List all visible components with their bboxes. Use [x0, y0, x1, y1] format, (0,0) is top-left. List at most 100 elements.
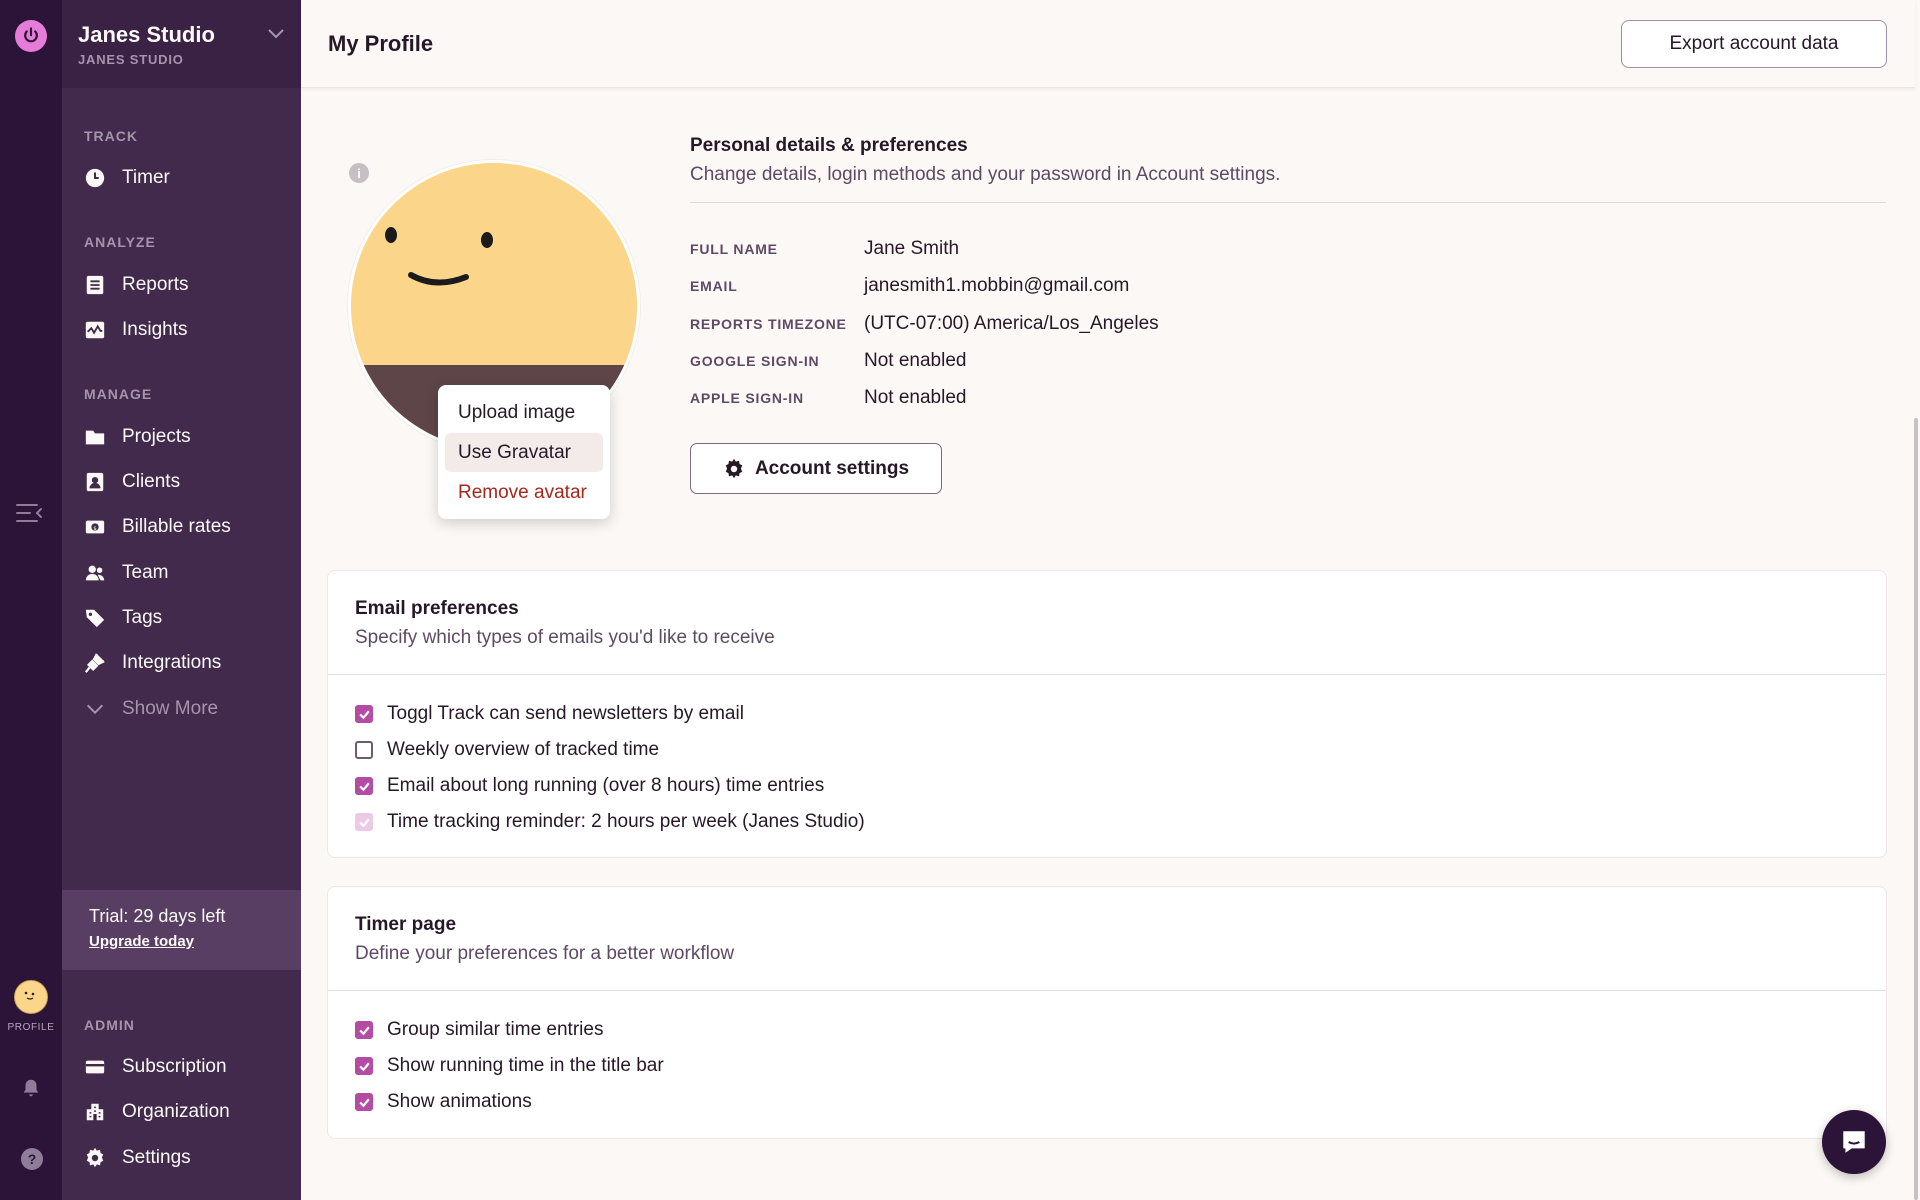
checkbox-label: Show running time in the title bar [387, 1055, 664, 1076]
checkbox [355, 813, 373, 831]
workspace-switcher[interactable]: Janes Studio JANES STUDIO [62, 0, 301, 88]
full-name-value: Jane Smith [864, 238, 960, 259]
sidebar-item-timer[interactable]: Timer [84, 163, 170, 193]
checkbox[interactable] [355, 741, 373, 759]
divider [328, 674, 1886, 675]
checkbox-animations[interactable]: Show animations [355, 1089, 532, 1115]
checkbox[interactable] [355, 1057, 373, 1075]
scrollbar[interactable] [1914, 418, 1918, 1200]
upload-image-option[interactable]: Upload image [458, 401, 576, 423]
checkbox[interactable] [355, 1093, 373, 1111]
account-settings-button[interactable]: Account settings [690, 443, 942, 494]
bell-icon[interactable] [20, 1076, 42, 1100]
team-icon [85, 565, 105, 581]
section-label-manage: MANAGE [84, 386, 153, 402]
apple-signin-label: APPLE SIGN-IN [690, 390, 804, 406]
timer-page-title: Timer page [355, 914, 457, 935]
checkbox-label: Email about long running (over 8 hours) … [387, 775, 825, 796]
google-signin-value: Not enabled [864, 350, 967, 371]
page-title: My Profile [328, 31, 434, 56]
help-icon[interactable]: ? [21, 1148, 43, 1170]
card-icon [85, 1060, 105, 1074]
sidebar-item-team[interactable]: Team [84, 558, 168, 588]
account-settings-label: Account settings [754, 457, 910, 479]
sidebar-item-clients[interactable]: Clients [84, 467, 180, 497]
checkbox[interactable] [355, 1021, 373, 1039]
divider [690, 202, 1886, 203]
checkbox-label: Time tracking reminder: 2 hours per week… [387, 811, 865, 832]
export-account-data-button[interactable]: Export account data [1621, 20, 1887, 68]
checkbox-tracking-reminder: Time tracking reminder: 2 hours per week… [355, 809, 865, 835]
remove-avatar-option[interactable]: Remove avatar [458, 481, 587, 503]
sidebar-item-label: Reports [122, 274, 189, 295]
checkbox-running-time-title[interactable]: Show running time in the title bar [355, 1053, 664, 1079]
folder-icon [85, 430, 105, 445]
full-name-label: FULL NAME [690, 241, 778, 257]
chevron-down-icon [86, 704, 104, 715]
sidebar-item-tags[interactable]: Tags [84, 603, 162, 633]
checkbox-label: Toggl Track can send newsletters by emai… [387, 703, 744, 724]
checkbox-label: Show animations [387, 1091, 532, 1112]
email-value: janesmith1.mobbin@gmail.com [864, 275, 1130, 296]
checkbox-long-running[interactable]: Email about long running (over 8 hours) … [355, 773, 824, 799]
profile-avatar[interactable] [14, 980, 48, 1014]
sidebar-item-label: Timer [122, 167, 170, 188]
sidebar-item-projects[interactable]: Projects [84, 422, 191, 452]
checkbox[interactable] [355, 777, 373, 795]
chat-icon[interactable] [1822, 1110, 1886, 1174]
trial-banner: Trial: 29 days left Upgrade today [62, 890, 301, 970]
billable-icon: $ [85, 520, 105, 534]
profile-label: PROFILE [7, 1022, 55, 1033]
email-preferences-title: Email preferences [355, 598, 519, 619]
top-bar: My Profile Export account data [301, 0, 1915, 88]
avatar-menu: Upload image Use Gravatar Remove avatar [438, 385, 610, 519]
sidebar-item-label: Tags [122, 607, 163, 628]
sidebar-item-integrations[interactable]: Integrations [84, 648, 221, 678]
checkbox-group-entries[interactable]: Group similar time entries [355, 1017, 603, 1043]
sidebar-item-show-more[interactable]: Show More [84, 694, 218, 724]
google-signin-label: GOOGLE SIGN-IN [690, 353, 820, 369]
sidebar-item-organization[interactable]: Organization [84, 1097, 230, 1127]
sidebar-item-billable-rates[interactable]: $ Billable rates [84, 512, 231, 542]
insights-icon [85, 321, 105, 339]
sidebar-item-label: Clients [122, 471, 181, 492]
personal-details-title: Personal details & preferences [690, 135, 968, 156]
sidebar-item-label: Subscription [122, 1056, 227, 1077]
checkbox-label: Group similar time entries [387, 1019, 604, 1040]
gear-icon [86, 1147, 104, 1168]
sidebar-item-label: Billable rates [122, 516, 231, 537]
section-label-admin: ADMIN [84, 1017, 135, 1033]
sidebar-item-settings[interactable]: Settings [84, 1143, 191, 1173]
section-label-analyze: ANALYZE [84, 234, 156, 250]
sidebar-item-reports[interactable]: Reports [84, 270, 189, 300]
icon-rail: PROFILE ? [0, 0, 62, 1200]
checkbox[interactable] [355, 705, 373, 723]
checkbox-newsletters[interactable]: Toggl Track can send newsletters by emai… [355, 701, 744, 727]
timezone-value: (UTC-07:00) America/Los_Angeles [864, 313, 1159, 334]
timer-page-card: Timer page Define your preferences for a… [327, 886, 1887, 1139]
checkbox-label: Weekly overview of tracked time [387, 739, 660, 760]
sidebar-item-subscription[interactable]: Subscription [84, 1052, 227, 1082]
trial-text: Trial: 29 days left [89, 906, 226, 926]
collapse-menu-icon[interactable] [15, 500, 45, 526]
chevron-down-icon [268, 29, 284, 39]
sidebar-item-label: Settings [122, 1147, 191, 1168]
upgrade-link[interactable]: Upgrade today [89, 933, 195, 950]
building-icon [86, 1103, 104, 1121]
personal-details-subtitle: Change details, login methods and your p… [690, 164, 1281, 185]
info-icon[interactable]: i [349, 163, 369, 183]
email-label: EMAIL [690, 278, 738, 294]
clock-icon [85, 168, 105, 188]
use-gravatar-option[interactable]: Use Gravatar [445, 433, 603, 472]
sidebar-item-insights[interactable]: Insights [84, 315, 187, 345]
checkbox-weekly-overview[interactable]: Weekly overview of tracked time [355, 737, 659, 763]
apple-signin-value: Not enabled [864, 387, 967, 408]
workspace-name: Janes Studio [78, 22, 215, 47]
power-icon[interactable] [15, 20, 47, 52]
report-icon [86, 275, 104, 295]
sidebar: Janes Studio JANES STUDIO TRACK Timer AN… [62, 0, 301, 1200]
sidebar-item-label: Insights [122, 319, 188, 340]
gear-icon [725, 458, 743, 478]
tag-icon [85, 609, 105, 628]
divider [328, 990, 1886, 991]
